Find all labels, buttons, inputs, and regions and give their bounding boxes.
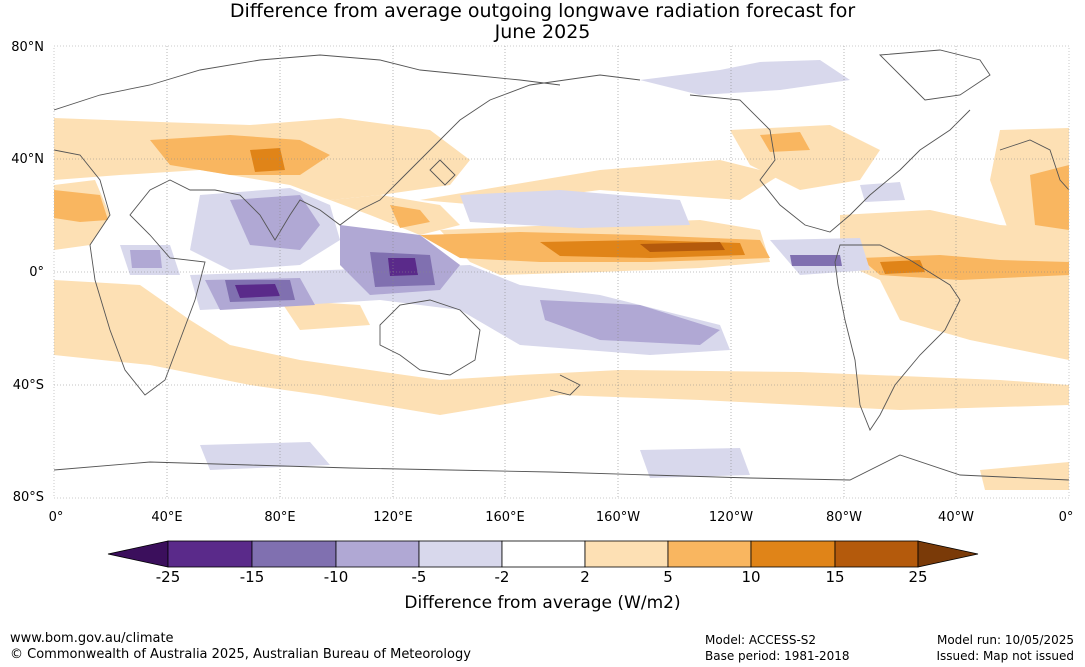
colorbar-swatch-4 bbox=[418, 540, 503, 568]
footer-issued: Issued: Map not issued bbox=[936, 649, 1074, 663]
coastline-greenland bbox=[878, 49, 991, 101]
purple-light-antarctic-2 bbox=[640, 448, 750, 478]
colorbar-tick-minus-25: -25 bbox=[155, 568, 181, 586]
lon-label-120e: 120°E bbox=[373, 510, 413, 525]
purple-deepest-borneo bbox=[388, 258, 418, 276]
orange-light-southern-band bbox=[54, 280, 1069, 415]
orange-medium-central-asia bbox=[150, 135, 330, 175]
lon-label-40w: 40°W bbox=[938, 510, 974, 525]
coastline-antarctica bbox=[54, 454, 1069, 481]
coastline-arctic-eurasia bbox=[54, 54, 561, 111]
colorbar-swatch-8 bbox=[750, 540, 836, 568]
footer-base-period: Base period: 1981-2018 bbox=[705, 649, 850, 663]
colorbar-high-extend bbox=[917, 540, 979, 568]
map-frame bbox=[53, 45, 1070, 499]
purple-medium-horn-of-africa bbox=[130, 250, 162, 268]
purple-light-north-pacific bbox=[460, 190, 690, 228]
lon-label-80w: 80°W bbox=[826, 510, 862, 525]
orange-dark-mongolia bbox=[250, 148, 285, 172]
lat-label-40n: 40°N bbox=[11, 152, 44, 167]
purple-medium-south-pacific bbox=[540, 300, 720, 345]
map-title-line-2: June 2025 bbox=[494, 21, 591, 43]
colorbar-swatch-2 bbox=[251, 540, 337, 568]
orange-light-south-atlantic bbox=[880, 280, 1069, 360]
purple-dark-east-pacific bbox=[790, 255, 842, 266]
colorbar-tick-minus-2: -2 bbox=[494, 568, 510, 586]
purple-light-antarctic-1 bbox=[200, 442, 330, 470]
coastline-japan bbox=[429, 159, 456, 186]
lon-label-80e: 80°E bbox=[264, 510, 296, 525]
purple-deepest-indian-ocean bbox=[235, 284, 280, 298]
colorbar-swatch-9 bbox=[834, 540, 919, 568]
colorbar-swatch-1 bbox=[167, 540, 253, 568]
colorbar-tick-5: 5 bbox=[663, 568, 673, 586]
lat-label-80s: 80°S bbox=[12, 490, 44, 505]
lat-label-40s: 40°S bbox=[12, 378, 44, 393]
colorbar-swatch-3 bbox=[335, 540, 420, 568]
coastline-south-america bbox=[834, 244, 961, 431]
colorbar-tick-15: 15 bbox=[825, 568, 845, 586]
lon-label-40e: 40°E bbox=[151, 510, 183, 525]
orange-light-indian-ocean bbox=[280, 300, 370, 330]
coastline-north-america bbox=[689, 94, 971, 233]
lon-label-0-east: 0° bbox=[1058, 510, 1074, 525]
lon-label-160w: 160°W bbox=[595, 510, 641, 525]
colorbar-tick-2: 2 bbox=[580, 568, 590, 586]
orange-medium-china bbox=[390, 205, 430, 228]
coastline-europe bbox=[999, 139, 1069, 191]
colorbar-swatch-5 bbox=[501, 540, 586, 568]
lat-label-80n: 80°N bbox=[11, 40, 44, 55]
colorbar-tick-minus-10: -10 bbox=[323, 568, 349, 586]
graticule bbox=[54, 46, 1069, 498]
map-title-line-1: Difference from average outgoing longwav… bbox=[229, 0, 856, 22]
coastlines bbox=[54, 49, 1069, 481]
colorbar-tick-10: 10 bbox=[741, 568, 761, 586]
lon-label-120w: 120°W bbox=[708, 510, 754, 525]
colorbar-title: Difference from average (W/m2) bbox=[404, 593, 681, 613]
lat-label-equator: 0° bbox=[29, 265, 44, 280]
lon-label-160e: 160°E bbox=[485, 510, 525, 525]
coastline-new-zealand bbox=[549, 374, 581, 396]
orange-medium-sahara bbox=[1030, 165, 1069, 230]
colorbar-tick-minus-5: -5 bbox=[411, 568, 427, 586]
colorbar bbox=[107, 540, 979, 568]
coastline-eurasia-africa bbox=[54, 74, 641, 396]
purple-light-arctic bbox=[640, 60, 850, 95]
orange-dark-atlantic bbox=[880, 260, 925, 274]
colorbar-tick-25: 25 bbox=[908, 568, 928, 586]
footer-model-run: Model run: 10/05/2025 bbox=[936, 633, 1074, 647]
footer-copyright: © Commonwealth of Australia 2025, Austra… bbox=[10, 647, 471, 662]
colorbar-low-extend bbox=[107, 540, 169, 568]
purple-light-caribbean bbox=[860, 182, 905, 202]
coastline-australia bbox=[379, 299, 481, 376]
footer-model: Model: ACCESS-S2 bbox=[705, 633, 817, 647]
orange-light-antarctic-edge bbox=[980, 462, 1069, 490]
footer-website[interactable]: www.bom.gov.au/climate bbox=[10, 631, 174, 646]
colorbar-swatch-7 bbox=[667, 540, 752, 568]
colorbar-swatch-6 bbox=[584, 540, 669, 568]
orange-deepest-central-pacific bbox=[640, 242, 725, 252]
colorbar-tick-minus-15: -15 bbox=[239, 568, 265, 586]
orange-medium-arabia bbox=[54, 190, 108, 222]
lon-label-0-west: 0° bbox=[48, 510, 64, 525]
purple-medium-bay-of-bengal bbox=[230, 195, 320, 250]
